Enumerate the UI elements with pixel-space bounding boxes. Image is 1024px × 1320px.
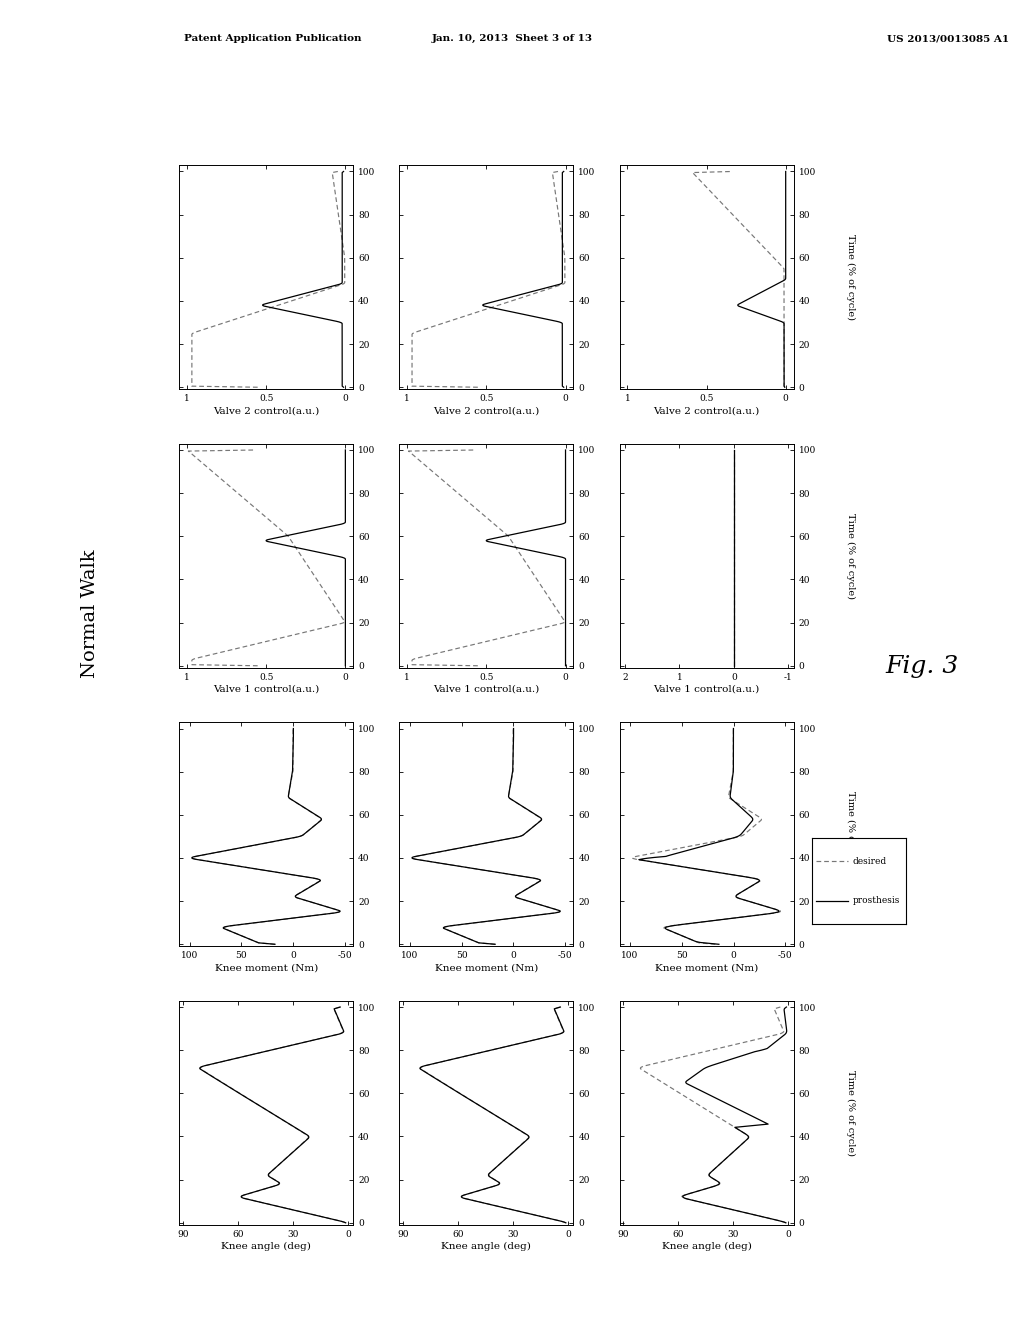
Y-axis label: Time (% of cycle): Time (% of cycle)	[846, 234, 855, 321]
Text: Fig. 3: Fig. 3	[885, 655, 958, 678]
Y-axis label: Time (% of cycle): Time (% of cycle)	[406, 791, 415, 878]
Y-axis label: Time (% of cycle): Time (% of cycle)	[406, 234, 415, 321]
Y-axis label: Time (% of cycle): Time (% of cycle)	[846, 1069, 855, 1156]
X-axis label: Valve 2 control(a.u.): Valve 2 control(a.u.)	[653, 407, 760, 414]
X-axis label: Valve 1 control(a.u.): Valve 1 control(a.u.)	[433, 685, 540, 693]
X-axis label: Valve 2 control(a.u.): Valve 2 control(a.u.)	[433, 407, 540, 414]
Y-axis label: Time (% of cycle): Time (% of cycle)	[406, 512, 415, 599]
Text: desired: desired	[853, 857, 887, 866]
X-axis label: Valve 1 control(a.u.): Valve 1 control(a.u.)	[213, 685, 319, 693]
Y-axis label: Time (% of cycle): Time (% of cycle)	[626, 791, 635, 878]
Y-axis label: Time (% of cycle): Time (% of cycle)	[846, 512, 855, 599]
X-axis label: Knee moment (Nm): Knee moment (Nm)	[215, 964, 317, 972]
Y-axis label: Time (% of cycle): Time (% of cycle)	[406, 1069, 415, 1156]
X-axis label: Knee angle (deg): Knee angle (deg)	[662, 1242, 752, 1251]
X-axis label: Knee angle (deg): Knee angle (deg)	[221, 1242, 311, 1251]
Y-axis label: Time (% of cycle): Time (% of cycle)	[846, 791, 855, 878]
Y-axis label: Time (% of cycle): Time (% of cycle)	[626, 512, 635, 599]
Text: Jan. 10, 2013  Sheet 3 of 13: Jan. 10, 2013 Sheet 3 of 13	[431, 34, 593, 44]
Text: Patent Application Publication: Patent Application Publication	[184, 34, 361, 44]
X-axis label: Valve 1 control(a.u.): Valve 1 control(a.u.)	[653, 685, 760, 693]
Y-axis label: Time (% of cycle): Time (% of cycle)	[626, 234, 635, 321]
X-axis label: Knee moment (Nm): Knee moment (Nm)	[435, 964, 538, 972]
Text: prosthesis: prosthesis	[853, 896, 900, 906]
Y-axis label: Time (% of cycle): Time (% of cycle)	[626, 1069, 635, 1156]
Text: Normal Walk: Normal Walk	[81, 549, 99, 678]
X-axis label: Valve 2 control(a.u.): Valve 2 control(a.u.)	[213, 407, 319, 414]
Text: US 2013/0013085 A1: US 2013/0013085 A1	[887, 34, 1009, 44]
X-axis label: Knee angle (deg): Knee angle (deg)	[441, 1242, 531, 1251]
X-axis label: Knee moment (Nm): Knee moment (Nm)	[655, 964, 758, 972]
